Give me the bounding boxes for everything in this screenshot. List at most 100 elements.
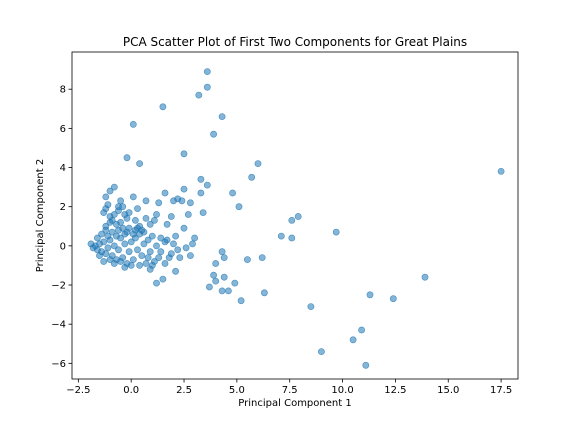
- scatter-point: [421, 273, 429, 281]
- scatter-point: [142, 260, 150, 267]
- y-tick-label: 0: [60, 241, 66, 252]
- scatter-point: [104, 244, 112, 252]
- scatter-point: [129, 193, 137, 201]
- scatter-point: [243, 256, 251, 263]
- scatter-point: [497, 167, 505, 175]
- scatter-point: [165, 254, 173, 261]
- scatter-point: [121, 240, 129, 248]
- plot-frame: [71, 51, 519, 380]
- scatter-point: [150, 216, 158, 224]
- scatter-point: [172, 232, 179, 240]
- scatter-point: [127, 238, 135, 246]
- scatter-point: [110, 242, 118, 250]
- scatter-point: [121, 263, 129, 271]
- scatter-point: [220, 254, 228, 261]
- scatter-point: [170, 240, 177, 248]
- x-axis: −2.5 0.0 2.5 5.0 7.5 10.0 12.5 15.0 17.5: [66, 379, 512, 396]
- scatter-point: [157, 248, 165, 256]
- scatter-point: [288, 234, 296, 242]
- scatter-point: [349, 336, 357, 344]
- scatter-point: [121, 230, 129, 238]
- x-tick-label: 0.0: [123, 385, 139, 396]
- scatter-point: [220, 273, 228, 281]
- scatter-point: [113, 220, 120, 228]
- y-axis: −6 −4 −2 0 2 4 6 8: [51, 85, 72, 370]
- scatter-point: [362, 361, 370, 369]
- scatter-point: [231, 279, 239, 287]
- scatter-point: [106, 187, 114, 195]
- scatter-point: [197, 175, 205, 183]
- scatter-point: [218, 248, 226, 256]
- scatter-point: [203, 68, 211, 75]
- scatter-point: [136, 160, 143, 167]
- x-tick-label: 12.5: [384, 385, 406, 396]
- y-tick-label: 6: [60, 124, 66, 135]
- scatter-point: [123, 154, 131, 162]
- scatter-point: [178, 197, 186, 205]
- scatter-point: [129, 121, 137, 128]
- scatter-point: [98, 230, 105, 238]
- scatter-point: [142, 197, 150, 205]
- scatter-point: [148, 232, 156, 240]
- scatter-point: [191, 234, 198, 242]
- scatter-point: [110, 211, 118, 218]
- scatter-point: [123, 214, 131, 222]
- scatter-point: [127, 261, 135, 269]
- scatter-point: [218, 287, 226, 295]
- scatter-point: [104, 232, 112, 240]
- x-tick-label: 5.0: [229, 385, 245, 396]
- scatter-point: [129, 256, 137, 263]
- scatter-point: [142, 214, 150, 222]
- scatter-point: [218, 113, 226, 120]
- scatter-point: [210, 130, 217, 138]
- scatter-point: [100, 238, 108, 246]
- scatter-point: [153, 242, 160, 250]
- scatter-point: [89, 244, 97, 252]
- x-tick-label: 17.5: [490, 385, 512, 396]
- scatter-point: [155, 254, 163, 261]
- scatter-point: [136, 222, 143, 230]
- y-tick-label: 2: [60, 202, 66, 213]
- scatter-point: [155, 199, 163, 207]
- scatter-point: [260, 289, 268, 297]
- scatter-point: [186, 199, 194, 207]
- scatter-point: [102, 250, 110, 258]
- scatter-point: [189, 240, 196, 248]
- scatter-point: [153, 211, 160, 218]
- scatter-point: [134, 205, 141, 212]
- scatter-point: [102, 193, 110, 201]
- scatter-point: [229, 189, 236, 197]
- x-tick-label: 15.0: [437, 385, 459, 396]
- x-tick-label: 7.5: [282, 385, 298, 396]
- scatter-point: [197, 189, 205, 197]
- scatter-point: [366, 291, 374, 299]
- scatter-point: [102, 222, 110, 230]
- scatter-point: [288, 216, 296, 224]
- scatter-point: [138, 252, 146, 259]
- scatter-point: [332, 228, 340, 236]
- scatter-point: [199, 209, 207, 216]
- scatter-point: [110, 183, 118, 191]
- x-tick-label: 2.5: [176, 385, 192, 396]
- scatter-point: [174, 246, 182, 254]
- y-tick-label: −2: [51, 281, 66, 292]
- scatter-point: [159, 103, 167, 111]
- scatter-point: [224, 287, 232, 295]
- scatter-point: [125, 248, 133, 256]
- scatter-point: [144, 254, 152, 261]
- scatter-point: [294, 213, 302, 220]
- scatter-point: [184, 211, 192, 218]
- scatter-point: [100, 258, 108, 265]
- scatter-point: [134, 246, 141, 254]
- scatter-point: [159, 275, 167, 283]
- y-tick-label: 4: [60, 163, 66, 174]
- points-layer: [87, 68, 505, 369]
- scatter-point: [136, 261, 143, 269]
- scatter-point: [117, 197, 124, 205]
- scatter-point: [195, 91, 203, 99]
- scatter-point: [125, 224, 133, 232]
- scatter-point: [129, 230, 137, 238]
- scatter-point: [248, 173, 256, 181]
- scatter-point: [180, 150, 188, 158]
